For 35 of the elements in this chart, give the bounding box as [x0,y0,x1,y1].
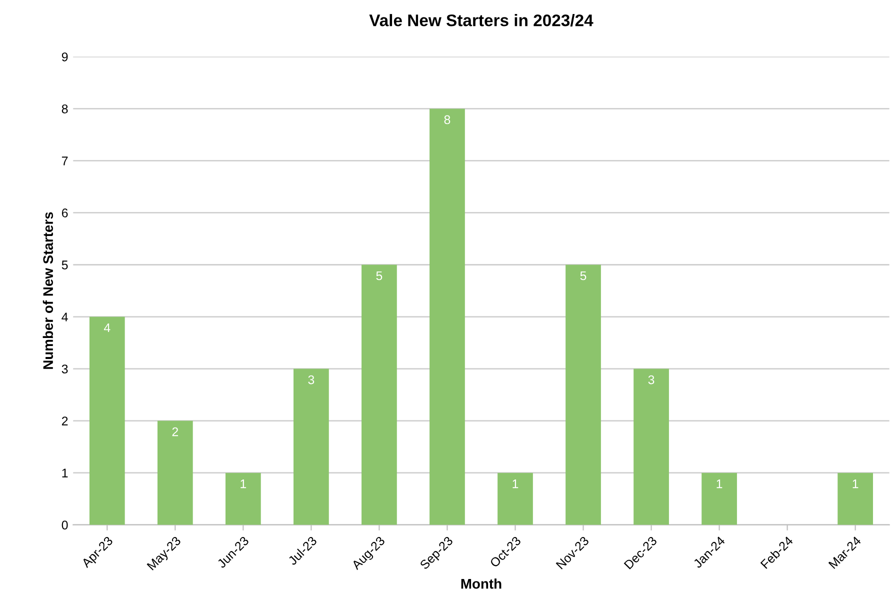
data-label: 8 [444,115,450,124]
bar [566,264,601,525]
y-tick-label: 8 [62,104,68,114]
data-label: 4 [104,323,110,332]
data-label: 1 [240,480,246,488]
bar [294,368,329,525]
y-tick-label: 9 [62,52,68,62]
bar [702,472,737,525]
bar [157,420,193,525]
chart-title: Vale New Starters in 2023/24 [369,14,594,26]
data-label: 5 [376,271,382,280]
data-label: 3 [308,375,314,384]
data-label: 1 [716,480,722,488]
y-tick-label: 6 [62,208,68,218]
data-label: 2 [172,427,178,436]
y-tick-label: 7 [62,156,68,166]
data-label: 3 [648,375,654,384]
x-axis-title: Month [461,578,502,589]
bar [362,264,397,525]
y-tick-label: 2 [62,416,68,426]
bar [89,316,125,525]
data-label: 5 [580,271,586,280]
y-tick-label: 3 [62,364,68,374]
bar [838,472,873,525]
data-label: 1 [512,480,518,488]
data-label: 1 [852,480,858,488]
y-tick-label: 5 [62,260,68,270]
y-tick-label: 0 [62,520,68,530]
bar [634,368,669,525]
bar [226,472,261,525]
bar [430,108,465,525]
y-axis-title: Number of New Starters [42,212,54,369]
y-tick-label: 4 [62,312,68,322]
y-tick-label: 1 [62,468,68,478]
bar [498,472,533,525]
